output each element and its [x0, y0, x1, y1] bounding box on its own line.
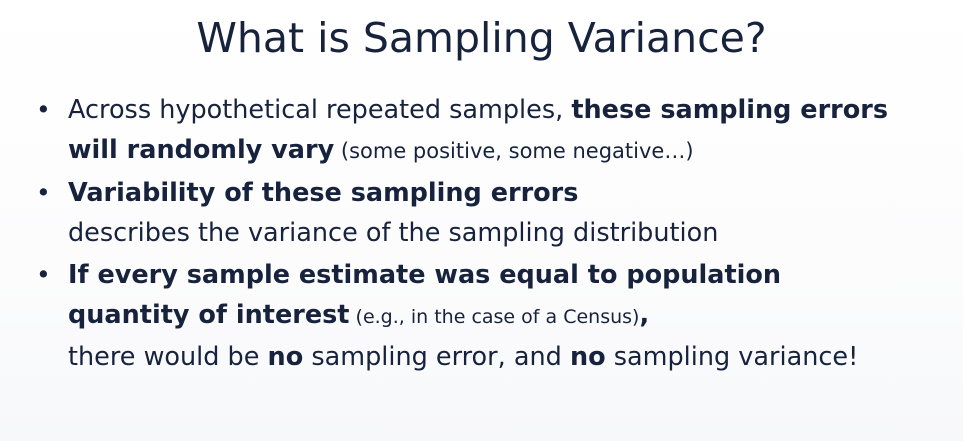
bullet-text: sampling variance!: [605, 342, 859, 372]
bullet-emphasis: no: [569, 342, 606, 372]
bullet-emphasis: will randomly vary: [68, 135, 335, 165]
bullet-icon: •: [36, 260, 51, 289]
bullet-emphasis: no: [267, 342, 304, 372]
bullet-text: Across hypothetical repeated samples,: [68, 95, 572, 125]
bullet-line: Variability of these sampling errors: [68, 173, 956, 213]
bullet-line: describes the variance of the sampling d…: [68, 213, 956, 253]
bullet-aside: (some positive, some negative…): [334, 139, 694, 163]
bullet-icon: •: [36, 95, 51, 124]
bullet-line: If every sample estimate was equal to po…: [68, 255, 956, 295]
bullet-text: describes the variance of the sampling d…: [68, 218, 719, 248]
bullet-emphasis: Variability of these sampling errors: [68, 178, 579, 208]
bullet-text: sampling error, and: [303, 342, 570, 372]
bullet-item-census: • If every sample estimate was equal to …: [36, 255, 956, 377]
bullet-list: • Across hypothetical repeated samples, …: [36, 90, 956, 379]
bullet-text: there would be: [68, 342, 268, 372]
bullet-emphasis: these sampling errors: [571, 95, 889, 125]
bullet-item-repeated-samples: • Across hypothetical repeated samples, …: [36, 90, 956, 171]
bullet-punctuation: ,: [639, 300, 650, 330]
bullet-item-variability: • Variability of these sampling errors d…: [36, 173, 956, 253]
bullet-line: Across hypothetical repeated samples, th…: [68, 90, 956, 130]
bullet-icon: •: [36, 178, 51, 207]
bullet-emphasis: quantity of interest: [68, 300, 350, 330]
bullet-emphasis: If every sample estimate was equal to po…: [68, 260, 782, 290]
bullet-aside: (e.g., in the case of a Census): [349, 306, 640, 328]
bullet-line: will randomly vary (some positive, some …: [68, 130, 956, 171]
bullet-line: there would be no sampling error, and no…: [68, 337, 956, 377]
bullet-line: quantity of interest (e.g., in the case …: [68, 295, 956, 337]
slide-title: What is Sampling Variance?: [196, 14, 767, 62]
